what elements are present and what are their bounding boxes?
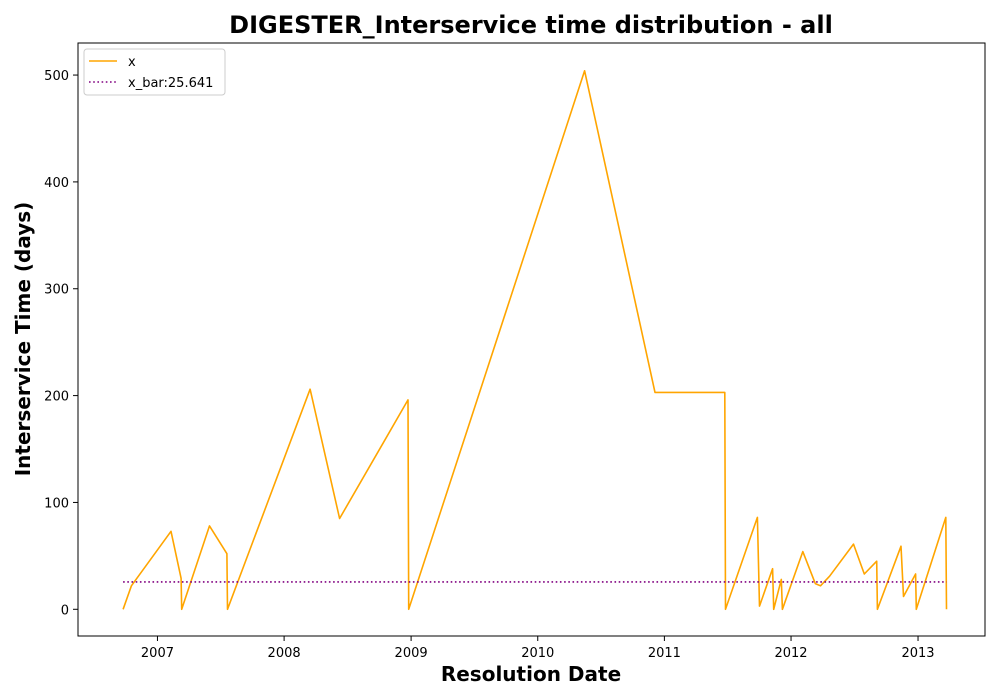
y-tick-label: 500 [44, 69, 69, 84]
series-line-0 [122, 70, 948, 611]
plot-marks [122, 70, 948, 611]
x-tick-label: 2007 [141, 646, 174, 661]
x-tick-label: 2013 [901, 646, 934, 661]
x-axis: 2007 2008 2009 2010 2011 2012 2013 [141, 636, 935, 661]
plot-frame [77, 42, 986, 637]
x-tick-label: 2012 [774, 646, 807, 661]
x-axis-label: Resolution Date [441, 662, 621, 686]
plot-area [78, 43, 985, 636]
legend-box [83, 48, 226, 96]
y-axis: 0 100 200 300 400 500 [44, 69, 78, 618]
chart-title: DIGESTER_Interservice time distribution … [229, 11, 833, 39]
legend: x x_bar:25.641 [83, 48, 226, 96]
x-tick-label: 2010 [521, 646, 554, 661]
x-tick-label: 2011 [648, 646, 681, 661]
y-axis-label: Interservice Time (days) [11, 202, 35, 477]
legend-label-x-bar: x_bar:25.641 [128, 76, 213, 91]
y-tick-label: 200 [44, 390, 69, 405]
x-tick-label: 2008 [268, 646, 301, 661]
y-tick-label: 300 [44, 283, 69, 298]
legend-label-x: x [128, 55, 136, 70]
y-tick-label: 100 [44, 496, 69, 511]
y-tick-label: 400 [44, 176, 69, 191]
y-tick-label: 0 [61, 603, 69, 618]
x-tick-label: 2009 [395, 646, 428, 661]
